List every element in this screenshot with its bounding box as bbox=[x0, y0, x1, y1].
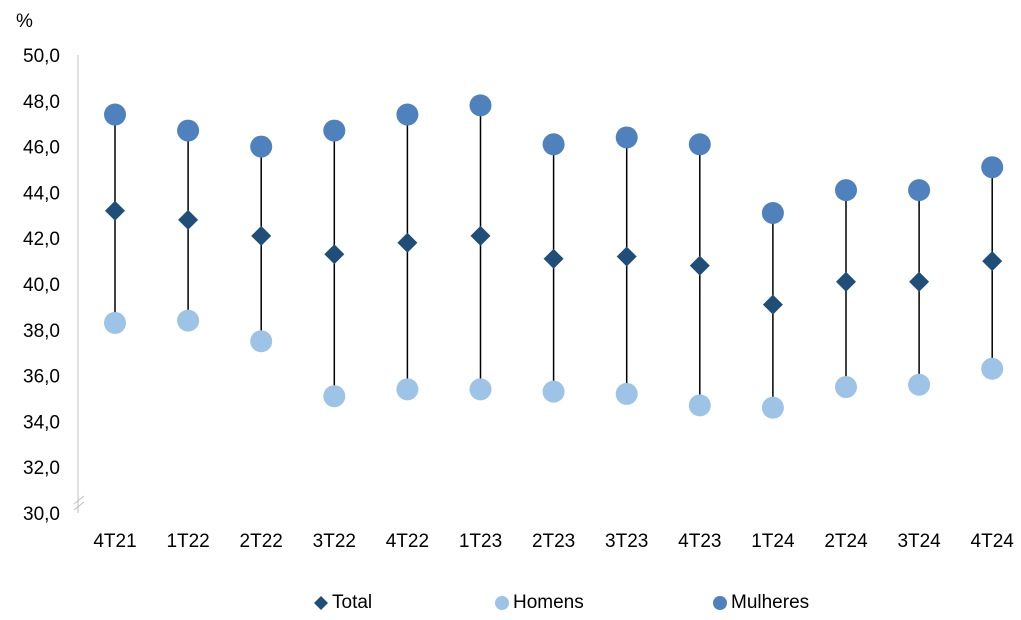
axis-break-icon bbox=[73, 495, 85, 511]
y-tick-label: 32,0 bbox=[23, 458, 60, 479]
total-point bbox=[616, 246, 637, 267]
total-point bbox=[251, 225, 272, 246]
legend-label-mulheres: Mulheres bbox=[731, 592, 810, 613]
homens-point bbox=[250, 330, 273, 353]
total-point bbox=[543, 248, 564, 269]
circle-icon bbox=[495, 596, 509, 610]
homens-point bbox=[835, 376, 857, 399]
x-tick-label: 3T23 bbox=[605, 531, 648, 552]
x-tick-label: 4T23 bbox=[678, 531, 721, 552]
mulheres-point bbox=[908, 179, 931, 202]
mulheres-point bbox=[542, 133, 565, 156]
homens-point bbox=[396, 378, 419, 401]
mulheres-point bbox=[177, 119, 200, 142]
mulheres-point bbox=[761, 202, 784, 225]
homens-point bbox=[323, 385, 346, 408]
x-tick-label: 2T22 bbox=[240, 531, 283, 552]
legend-label-total: Total bbox=[332, 592, 373, 613]
mulheres-point bbox=[323, 119, 346, 142]
x-tick-label: 1T22 bbox=[166, 531, 209, 552]
mulheres-point bbox=[615, 126, 638, 149]
legend-item-homens: Homens bbox=[494, 592, 584, 614]
x-tick-label: 2T24 bbox=[824, 531, 868, 552]
total-point bbox=[909, 271, 930, 292]
x-tick-label: 1T24 bbox=[751, 531, 795, 552]
mulheres-point bbox=[835, 179, 857, 202]
y-tick-label: 36,0 bbox=[23, 367, 60, 388]
legend-item-total: Total bbox=[313, 592, 372, 614]
homens-point bbox=[615, 382, 638, 405]
legend-item-mulheres: Mulheres bbox=[712, 592, 809, 614]
homens-point bbox=[469, 378, 492, 401]
total-point bbox=[836, 271, 856, 292]
data-marks bbox=[104, 94, 1004, 419]
x-tick-label: 2T23 bbox=[532, 531, 575, 552]
total-point bbox=[982, 251, 1003, 272]
y-unit-label: % bbox=[16, 11, 33, 32]
mulheres-point bbox=[981, 156, 1004, 179]
total-point bbox=[178, 209, 199, 230]
x-tick-label: 1T23 bbox=[459, 531, 502, 552]
circle-icon bbox=[713, 596, 727, 610]
y-tick-labels: 30,0 32,0 34,0 36,0 38,0 40,0 42,0 44,0 46,0 48,0… bbox=[23, 46, 60, 525]
x-tick-label: 4T22 bbox=[386, 531, 429, 552]
homens-point bbox=[688, 394, 711, 417]
x-tick-labels: 4T21 1T22 2T22 3T22 4T22 1T23 2T23 3T23 4T23 1T24… bbox=[93, 531, 1014, 552]
mulheres-point bbox=[396, 103, 419, 126]
y-tick-label: 34,0 bbox=[23, 412, 60, 433]
homens-point bbox=[908, 373, 931, 396]
total-point bbox=[324, 244, 345, 265]
y-tick-label: 40,0 bbox=[23, 275, 60, 296]
homens-point bbox=[104, 311, 126, 334]
x-tick-label: 3T22 bbox=[313, 531, 356, 552]
total-point bbox=[397, 232, 418, 253]
diamond-icon bbox=[314, 596, 328, 610]
mulheres-point bbox=[688, 133, 711, 156]
total-point bbox=[470, 225, 491, 246]
y-tick-label: 44,0 bbox=[23, 183, 60, 204]
homens-point bbox=[981, 357, 1004, 380]
y-tick-label: 48,0 bbox=[23, 92, 60, 113]
legend-label-homens: Homens bbox=[513, 592, 584, 613]
homens-point bbox=[542, 380, 565, 403]
y-tick-label: 50,0 bbox=[23, 46, 60, 67]
mulheres-point bbox=[250, 135, 273, 158]
y-tick-label: 30,0 bbox=[23, 504, 60, 525]
total-point bbox=[762, 294, 783, 315]
total-point bbox=[689, 255, 710, 276]
y-tick-label: 46,0 bbox=[23, 138, 60, 159]
mulheres-point bbox=[104, 103, 126, 126]
total-point bbox=[105, 200, 125, 221]
homens-point bbox=[177, 309, 200, 332]
homens-point bbox=[761, 396, 784, 419]
x-tick-label: 3T24 bbox=[897, 531, 941, 552]
chart: % 30,0 32,0 34,0 36,0 38,0 40,0 42,0 44,0 46,0 48… bbox=[16, 11, 1014, 552]
y-tick-label: 42,0 bbox=[23, 229, 60, 250]
x-tick-label: 4T24 bbox=[971, 531, 1015, 552]
x-tick-label: 4T21 bbox=[93, 531, 136, 552]
y-tick-label: 38,0 bbox=[23, 321, 60, 342]
legend: Total Homens Mulheres bbox=[0, 592, 1021, 620]
mulheres-point bbox=[469, 94, 492, 117]
